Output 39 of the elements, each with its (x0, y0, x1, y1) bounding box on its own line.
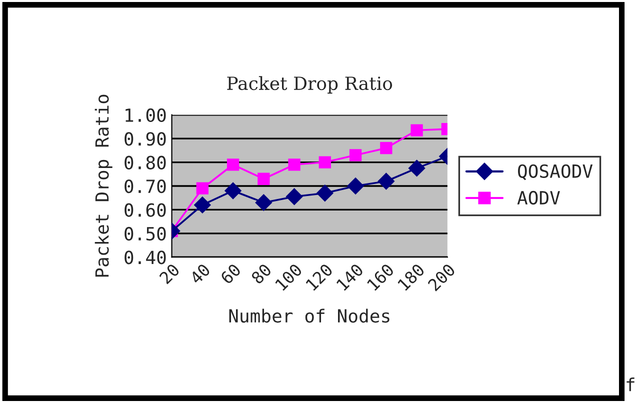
y-axis-title: Packet Drop Ratio (94, 94, 112, 277)
x-tick-label: 160 (366, 263, 395, 292)
point (380, 142, 392, 154)
point (349, 149, 362, 162)
x-tick-label: 80 (250, 263, 272, 285)
point (226, 158, 240, 171)
x-tick-label: 20 (158, 263, 180, 284)
point (318, 156, 331, 168)
y-tick-label: 0.40 (124, 250, 166, 264)
x-tick-label: 200 (427, 263, 456, 292)
x-tick-label: 60 (220, 263, 242, 285)
point (410, 124, 423, 136)
point (224, 182, 242, 200)
point (378, 172, 395, 190)
x-tick-label: 40 (189, 263, 211, 285)
point (288, 158, 300, 171)
x-tick-label: 140 (336, 263, 364, 292)
point (258, 172, 270, 185)
point (347, 178, 364, 194)
y-tick-label: 0.70 (124, 179, 166, 194)
x-tick-label: 100 (274, 263, 303, 292)
y-tick-label: 0.50 (124, 226, 166, 241)
y-tick-label: 0.60 (124, 203, 166, 217)
point (316, 184, 334, 202)
x-tick-label: 180 (397, 263, 426, 292)
legend-label: QOSAODV (518, 164, 593, 180)
point (196, 182, 208, 194)
point (408, 160, 426, 177)
legend-label: AODV (517, 190, 560, 205)
y-tick-label: 0.80 (124, 156, 166, 170)
y-tick-label: 1.00 (126, 108, 166, 122)
text: f (626, 377, 634, 392)
x-axis-title: Number of Nodes (229, 308, 390, 323)
point (255, 194, 272, 211)
y-tick-label: 0.90 (124, 132, 166, 146)
chart-title: Packet Drop Ratio (227, 76, 392, 94)
point (194, 196, 211, 214)
x-tick-label: 120 (305, 263, 334, 292)
point (286, 188, 303, 206)
